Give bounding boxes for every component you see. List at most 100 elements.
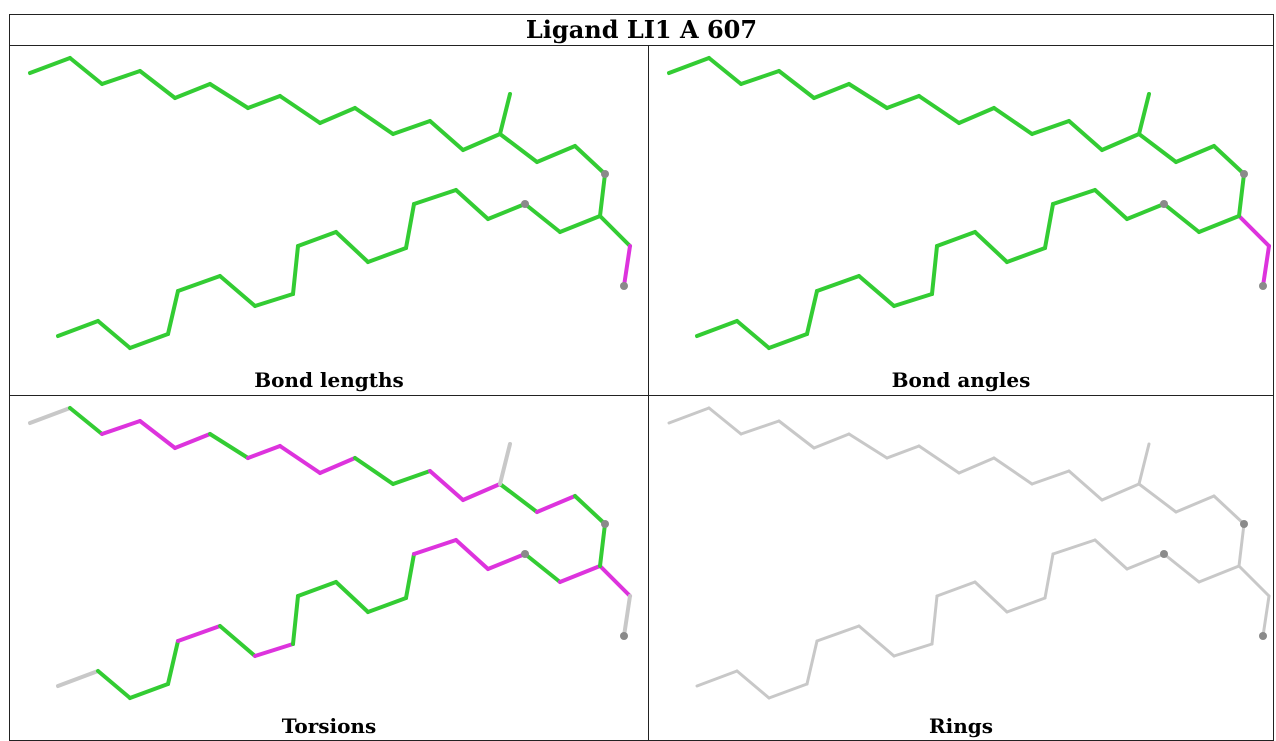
bond: [56, 319, 100, 338]
bond: [1212, 144, 1246, 176]
bond: [935, 230, 977, 248]
bond: [1067, 469, 1104, 502]
bond: [805, 289, 819, 336]
methyl-branch-bond: [1137, 442, 1151, 486]
bond: [100, 69, 142, 86]
bond: [1030, 119, 1071, 136]
bond: [707, 56, 743, 86]
bond: [461, 132, 502, 152]
bond: [291, 244, 300, 296]
bond: [138, 419, 177, 450]
bond: [278, 94, 322, 125]
bond: [767, 682, 809, 700]
bond: [138, 69, 177, 100]
bond: [1237, 214, 1271, 248]
bond: [598, 564, 632, 598]
bond: [622, 594, 632, 638]
bond: [173, 432, 212, 450]
bond: [404, 202, 416, 250]
bond: [1005, 596, 1047, 614]
bond: [1005, 246, 1047, 264]
bond: [454, 188, 490, 221]
bond: [739, 69, 781, 86]
bond: [246, 444, 282, 460]
atom-marker: [521, 200, 529, 208]
bond: [68, 56, 104, 86]
atom-marker: [1160, 550, 1168, 558]
bond: [1197, 214, 1241, 234]
bond: [498, 132, 539, 164]
bond: [992, 106, 1034, 136]
bond: [1197, 564, 1241, 584]
bond: [253, 642, 295, 658]
panel-label: Torsions: [281, 714, 377, 738]
bond-angles-structure: [667, 56, 1271, 350]
bond: [334, 230, 370, 264]
bond: [28, 56, 72, 75]
bond: [412, 188, 458, 206]
torsions-panel: Torsions: [9, 395, 649, 741]
atom-marker: [601, 170, 609, 178]
bond: [100, 419, 142, 436]
bond: [1174, 144, 1216, 164]
bond: [777, 419, 816, 450]
bond: [735, 669, 771, 700]
bond: [805, 639, 819, 686]
atom-marker: [620, 632, 628, 640]
bond: [523, 202, 562, 234]
bond: [498, 482, 539, 514]
bond: [1162, 202, 1201, 234]
atom-marker: [601, 520, 609, 528]
methyl-branch-bond: [498, 92, 512, 136]
rings-panel: Rings: [648, 395, 1274, 741]
bond: [735, 319, 771, 350]
bond: [246, 94, 282, 110]
bond: [366, 246, 408, 264]
torsions-structure: [28, 406, 632, 700]
bond: [253, 292, 295, 308]
bond: [428, 469, 465, 502]
bond: [930, 244, 939, 296]
bond: [1261, 244, 1271, 288]
bond: [166, 639, 180, 686]
bond: [973, 230, 1009, 264]
bond: [353, 456, 395, 486]
bond: [1093, 538, 1129, 571]
bond: [391, 469, 432, 486]
bond: [218, 624, 257, 658]
bond: [96, 319, 132, 350]
bond: [366, 596, 408, 614]
bond: [885, 444, 921, 460]
bond: [1125, 552, 1166, 571]
bond: [28, 406, 72, 425]
bridge-bond: [1237, 172, 1246, 218]
bond: [391, 119, 432, 136]
bond: [176, 274, 222, 293]
bond: [777, 69, 816, 100]
bond: [892, 292, 934, 308]
bond: [535, 494, 577, 514]
bond: [957, 456, 996, 475]
bond: [412, 538, 458, 556]
bond: [1100, 482, 1141, 502]
bond: [992, 456, 1034, 486]
bond: [1093, 188, 1129, 221]
rings-structure: [667, 406, 1271, 700]
bond: [128, 682, 170, 700]
bond: [935, 580, 977, 598]
bond: [957, 106, 996, 125]
bond: [404, 552, 416, 600]
bond: [667, 56, 711, 75]
bond: [917, 94, 961, 125]
bond: [96, 669, 132, 700]
bond: [1030, 469, 1071, 486]
bond: [208, 432, 250, 460]
bond: [1137, 132, 1178, 164]
bond: [847, 432, 889, 460]
bond: [218, 274, 257, 308]
bond: [558, 564, 602, 584]
bond-angles-panel: Bond angles: [648, 45, 1274, 396]
bond: [128, 332, 170, 350]
atom-marker: [1240, 170, 1248, 178]
bond: [296, 580, 338, 598]
